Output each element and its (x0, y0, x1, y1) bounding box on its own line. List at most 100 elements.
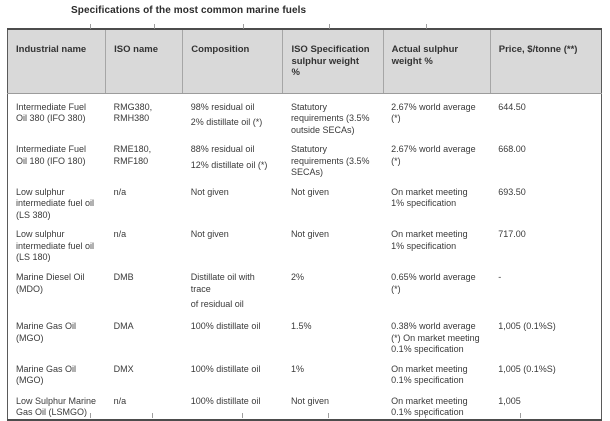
cell-text: 1,005 (0.1%S) (498, 321, 556, 331)
table-cell: 644.50 (490, 93, 601, 136)
table-row: Intermediate Fuel Oil 380 (IFO 380) RMG38… (8, 93, 602, 136)
table-cell: n/a (106, 179, 183, 222)
cell-text: 88% residual oil (190, 144, 255, 154)
cell-text: 100% distillate oil (190, 363, 261, 374)
cell-text: On market meeting 0.1% specification (391, 395, 468, 418)
table-cell: 1.5% (283, 313, 383, 356)
table-cell: Marine Gas Oil (MGO) (8, 356, 106, 388)
table-cell: Low sulphur intermediate fuel oil (LS 38… (8, 179, 106, 222)
cell-text: Intermediate Fuel Oil 380 (IFO 380) (16, 101, 87, 124)
table-cell: Intermediate Fuel Oil 380 (IFO 380) (8, 93, 106, 136)
scan-artifact-tick (520, 413, 521, 418)
table-cell: 1% (283, 356, 383, 388)
table-cell: 100% distillate oil (183, 356, 283, 388)
table-cell: 0.65% world average (*) (383, 264, 490, 313)
scan-artifact-tick (243, 24, 244, 29)
table-cell: On market meeting 0.1% specification (383, 388, 490, 420)
table-cell: RMG380, RMH380 (106, 93, 183, 136)
cell-text: Not given (190, 229, 229, 239)
cell-text: of residual oil (190, 299, 244, 309)
table-cell: n/a (106, 388, 183, 420)
cell-text: Statutory requirements (3.5% SECAs) (290, 144, 370, 177)
cell-text: Not given (290, 395, 329, 406)
table-cell: Statutory requirements (3.5% SECAs) (283, 136, 383, 179)
table-cell: 98% residual oil 2% distillate oil (*) (183, 93, 283, 136)
cell-text: 2% distillate oil (*) (190, 117, 263, 127)
table-cell: 693.50 (490, 179, 601, 222)
table-cell: Not given (183, 221, 283, 264)
cell-text: Not given (290, 229, 329, 239)
table-row: Low Sulphur Marine Gas Oil (LSMGO) n/a 100… (8, 388, 602, 420)
column-header-5: Actual sulphur weight % (382, 29, 491, 94)
cell-text: On market meeting 1% specification (391, 186, 468, 209)
cell-text: On market meeting 0.1% specification (391, 363, 468, 386)
table-cell: 1,005 (0.1%S) (490, 356, 601, 388)
table-cell: 2% (283, 264, 383, 313)
scan-artifact-tick (154, 24, 155, 29)
table-cell: Intermediate Fuel Oil 180 (IFO 180) (8, 136, 106, 179)
cell-text: 2% (290, 272, 304, 282)
table-cell: 2.67% world average (*) (383, 93, 490, 136)
page-title: Specifications of the most common marine… (71, 5, 307, 16)
marine-fuels-table: Industrial name ISO name Composition ISO Sp… (7, 28, 602, 421)
table-cell: Not given (283, 179, 383, 222)
scan-artifact-tick (328, 413, 329, 418)
table-row: Low sulphur intermediate fuel oil (LS 18… (8, 221, 602, 264)
cell-text: Marine Diesel Oil (MDO) (16, 272, 85, 294)
column-header-6: Price, $/tonne (**) (489, 29, 602, 94)
table-cell: Not given (283, 221, 383, 264)
table-cell: Distillate oil with trace of residual oil (183, 264, 283, 313)
cell-text: 12% distillate oil (*) (190, 159, 268, 170)
table-cell: DMX (106, 356, 183, 388)
scan-artifact-tick (152, 413, 153, 418)
cell-text: 2.67% world average (*) (391, 144, 476, 166)
table-cell: 2.67% world average (*) (383, 136, 490, 179)
table-cell: 1,005 (490, 388, 601, 420)
cell-text: Not given (190, 186, 229, 197)
table-cell: 668.00 (490, 136, 601, 179)
table-cell: On market meeting 0.1% specification (383, 356, 490, 388)
table-cell: On market meeting 1% specification (383, 221, 490, 264)
table-cell: 1,005 (0.1%S) (490, 313, 601, 356)
scan-artifact-tick (90, 24, 91, 29)
header-row: Industrial name ISO name Composition ISO Sp… (7, 29, 602, 94)
cell-text: 693.50 (498, 186, 526, 197)
table-row: Marine Gas Oil (MGO) DMA 100% distillate o… (8, 313, 602, 356)
cell-text: Low sulphur intermediate fuel oil (LS 18… (16, 229, 95, 262)
cell-text: 100% distillate oil (190, 395, 261, 406)
table-cell: 717.00 (490, 221, 601, 264)
cell-text: n/a (113, 395, 127, 406)
cell-text: RMG380, RMH380 (113, 101, 153, 124)
table-cell: Low sulphur intermediate fuel oil (LS 18… (8, 221, 106, 264)
cell-text: Distillate oil with trace (190, 272, 255, 294)
cell-text: 644.50 (498, 101, 526, 112)
cell-text: Marine Gas Oil (MGO) (16, 321, 77, 343)
cell-text: DMX (113, 363, 134, 374)
cell-text: 1% (290, 363, 304, 374)
table-cell: 100% distillate oil (183, 313, 283, 356)
cell-text: - (498, 272, 502, 282)
table-row: Marine Diesel Oil (MDO) DMB Distillate oil… (8, 264, 602, 313)
table-body: Intermediate Fuel Oil 380 (IFO 380) RMG38… (8, 93, 602, 420)
cell-text: DMB (113, 272, 134, 282)
column-header-4: ISO Specification sulphur weight % (282, 29, 384, 94)
table-row: Marine Gas Oil (MGO) DMX 100% distillate o… (8, 356, 602, 388)
cell-text: 100% distillate oil (190, 321, 261, 331)
table-row: Low sulphur intermediate fuel oil (LS 38… (8, 179, 602, 222)
cell-text: Marine Gas Oil (MGO) (16, 363, 77, 386)
table-header: Industrial name ISO name Composition ISO Sp… (7, 29, 602, 94)
table-cell: Statutory requirements (3.5% outside SEC… (283, 93, 383, 136)
cell-text: 1.5% (290, 321, 312, 331)
scan-artifact-tick (425, 413, 426, 418)
cell-text: 1,005 (498, 395, 521, 406)
column-header-2: ISO name (105, 29, 183, 94)
table-row: Intermediate Fuel Oil 180 (IFO 180) RME18… (8, 136, 602, 179)
column-header-1: Industrial name (7, 29, 106, 94)
scan-artifact-tick (242, 413, 243, 418)
table-cell: 0.38% world average (*) On market meetin… (383, 313, 490, 356)
cell-text: Intermediate Fuel Oil 180 (IFO 180) (16, 144, 87, 166)
column-header-3: Composition (182, 29, 283, 94)
table-cell: Marine Gas Oil (MGO) (8, 313, 106, 356)
table-cell: Not given (283, 388, 383, 420)
table-cell: DMB (106, 264, 183, 313)
